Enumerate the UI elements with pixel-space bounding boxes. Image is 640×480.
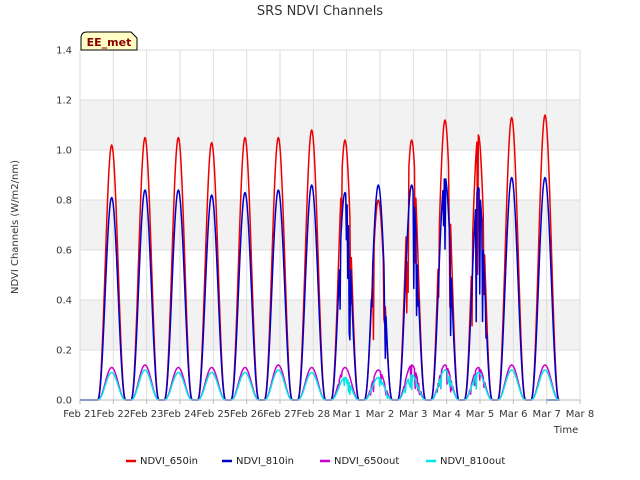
y-tick-label: 1.0 (56, 146, 72, 157)
x-tick-label: Feb 28 (297, 409, 331, 420)
y-tick-label: 0.0 (56, 396, 72, 407)
x-tick-label: Feb 21 (63, 409, 97, 420)
y-tick-label: 1.2 (56, 96, 72, 107)
x-tick-label: Mar 7 (532, 409, 560, 420)
x-tick-label: Mar 3 (399, 409, 427, 420)
legend: NDVI_650in NDVI_810in NDVI_650out NDVI_810o… (126, 456, 505, 467)
x-tick-label: Feb 25 (197, 409, 231, 420)
x-tick-label: Feb 23 (130, 409, 164, 420)
y-tick-label: 0.8 (56, 196, 72, 207)
plot-band (80, 200, 580, 250)
x-tick-label: Mar 2 (366, 409, 394, 420)
plot-band (80, 100, 580, 150)
x-tick-label: Mar 4 (432, 409, 460, 420)
y-tick-label: 0.4 (56, 296, 72, 307)
plot-band (80, 300, 580, 350)
chart-title: SRS NDVI Channels (257, 4, 383, 19)
x-tick-label: Mar 6 (499, 409, 527, 420)
y-tick-label: 0.6 (56, 246, 72, 257)
legend-label: NDVI_810in (236, 456, 294, 467)
x-axis-title: Time (553, 425, 578, 436)
y-axis-title: NDVI Channels (W/m2/nm) (10, 160, 21, 294)
plot-area (80, 50, 580, 400)
x-tick-label: Mar 8 (566, 409, 594, 420)
x-axis: Feb 21 Feb 22 Feb 23 Feb 24 Feb 25 Feb 26 Feb … (63, 399, 594, 420)
legend-label: NDVI_650in (140, 456, 198, 467)
legend-label: NDVI_810out (440, 456, 505, 467)
y-axis: 0.0 0.2 0.4 0.6 0.8 1.0 1.2 1.4 (56, 46, 72, 407)
x-tick-label: Feb 26 (230, 409, 264, 420)
y-tick-label: 1.4 (56, 46, 72, 57)
x-tick-label: Feb 24 (163, 409, 197, 420)
x-tick-label: Feb 27 (263, 409, 297, 420)
legend-label: NDVI_650out (334, 456, 399, 467)
x-tick-label: Mar 5 (466, 409, 494, 420)
station-badge-label: EE_met (87, 36, 132, 49)
station-badge-box (80, 31, 138, 51)
station-badge: EE_met (80, 31, 138, 51)
x-tick-label: Feb 22 (97, 409, 131, 420)
y-tick-label: 0.2 (56, 346, 72, 357)
x-tick-label: Mar 1 (332, 409, 360, 420)
